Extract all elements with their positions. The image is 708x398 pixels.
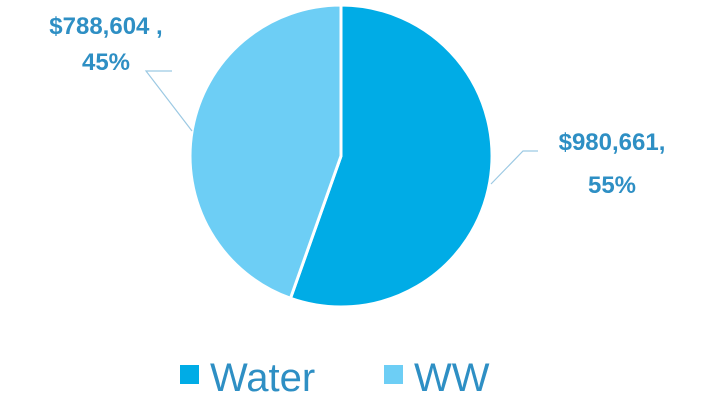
leader-lines [144, 70, 538, 185]
legend-item-ww: WW [384, 356, 490, 398]
legend: Water WW [180, 356, 490, 398]
legend-swatch-ww [384, 365, 403, 384]
legend-label-ww: WW [414, 356, 490, 398]
data-label-ww-percent: 45% [82, 49, 130, 76]
data-label-water: $980,661, 55% [559, 129, 666, 199]
data-label-water-value: $980,661, [559, 129, 666, 156]
pie-slices [188, 3, 494, 309]
data-label-water-percent: 55% [588, 172, 636, 199]
data-label-ww-value: $788,604 , [49, 13, 162, 40]
legend-label-water: Water [210, 356, 315, 398]
leader-line-ww [144, 70, 193, 132]
leader-line-water [490, 150, 538, 185]
legend-item-water: Water [180, 356, 315, 398]
data-label-ww: $788,604 , 45% [49, 13, 162, 76]
pie-slice-water [289, 3, 494, 309]
legend-swatch-water [180, 365, 199, 384]
